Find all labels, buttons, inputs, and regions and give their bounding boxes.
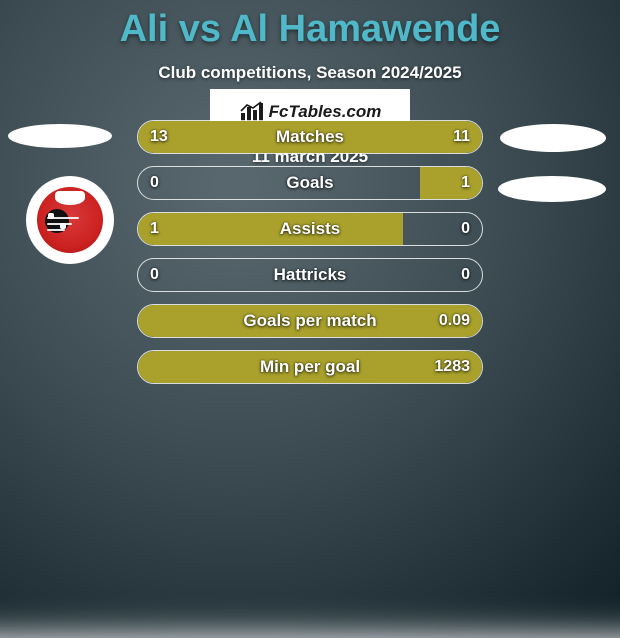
stat-value-right: 0 xyxy=(461,259,470,291)
stat-row: 0Goals1 xyxy=(137,166,483,200)
stat-row: 1Assists0 xyxy=(137,212,483,246)
decor-ellipse-right-2 xyxy=(498,176,606,202)
content-wrapper: Ali vs Al Hamawende Club competitions, S… xyxy=(0,0,620,580)
stat-row: 13Matches11 xyxy=(137,120,483,154)
stat-label: Hattricks xyxy=(138,259,482,291)
stat-value-right: 11 xyxy=(453,121,470,153)
stat-label: Matches xyxy=(138,121,482,153)
stat-row: Goals per match0.09 xyxy=(137,304,483,338)
stat-label: Goals xyxy=(138,167,482,199)
stat-value-right: 1283 xyxy=(434,351,470,383)
stat-row: 0Hattricks0 xyxy=(137,258,483,292)
stat-label: Goals per match xyxy=(138,305,482,337)
stat-label: Assists xyxy=(138,213,482,245)
page-title: Ali vs Al Hamawende xyxy=(0,0,620,51)
stat-value-right: 1 xyxy=(461,167,470,199)
brand-text: FcTables.com xyxy=(269,102,382,122)
stats-container: 13Matches110Goals11Assists00Hattricks0Go… xyxy=(137,120,483,396)
team-crest xyxy=(26,176,114,264)
decor-ellipse-left xyxy=(8,124,112,148)
stat-value-right: 0 xyxy=(461,213,470,245)
stat-label: Min per goal xyxy=(138,351,482,383)
team-crest-inner xyxy=(37,187,103,253)
stat-row: Min per goal1283 xyxy=(137,350,483,384)
stat-value-right: 0.09 xyxy=(439,305,470,337)
decor-ellipse-right-1 xyxy=(500,124,606,152)
page-subtitle: Club competitions, Season 2024/2025 xyxy=(0,63,620,83)
